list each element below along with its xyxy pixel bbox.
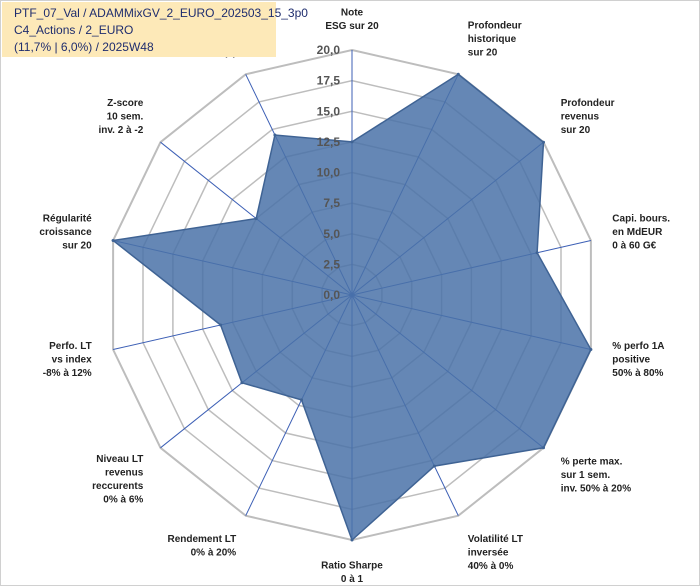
axis-label-line: Régularité: [43, 213, 92, 224]
label-layer: Note ESG sur 20 Profondeur historique sur 20…: [39, 8, 670, 586]
portfolio-name: PTF_07_Val / ADAMMixGV_2_EURO_202503_15_…: [14, 6, 308, 20]
axis-label-line: Rendement LT: [167, 534, 236, 545]
tick-label: 2,5: [323, 257, 340, 271]
axis-label-line: Perfo. LT: [49, 341, 92, 352]
axis-label-line: historique: [468, 34, 517, 45]
portfolio-stats: (11,7% | 6,0%) / 2025W48: [14, 40, 154, 54]
series-area: [111, 73, 592, 542]
axis-label-line: -8% à 12%: [43, 368, 92, 379]
axis-label-line: % perte max.: [561, 456, 623, 467]
axis-label-line: Profondeur: [468, 20, 522, 31]
axis-label: % perte max. sur 1 sem. inv. 50% à 20%: [561, 456, 632, 494]
axis-label: Niveau LT revenus reccurents 0% à 6%: [92, 454, 144, 506]
data-point: [535, 251, 539, 255]
data-point: [273, 133, 277, 137]
tick-label: 10,0: [317, 166, 341, 180]
axis-label-line: Niveau LT: [96, 454, 143, 465]
data-point: [111, 239, 115, 242]
data-point: [432, 464, 436, 468]
axis-label: Note ESG sur 20: [325, 8, 379, 33]
series-layer: [111, 72, 593, 542]
axis-label-line: inv. 50% à 20%: [561, 483, 632, 494]
axis-label-line: 0% à 20%: [191, 548, 237, 559]
tick-label: 7,5: [323, 196, 340, 210]
axis-label-line: Volatilité LT: [468, 534, 523, 545]
axis-label: Profondeur historique sur 20: [468, 20, 522, 58]
axis-label: Z-score 10 sem. inv. 2 à -2: [98, 98, 143, 136]
tick-layer: 0,0 2,5 5,0 7,5 10,0 12,5 15,0 17,5 20,0: [317, 43, 341, 302]
axis-label-line: 50% à 80%: [612, 368, 663, 379]
axis-label-line: reccurents: [92, 481, 144, 492]
axis-label-line: Z-score: [107, 98, 144, 109]
data-point: [542, 446, 545, 450]
data-point: [300, 398, 303, 402]
axis-label-line: sur 20: [561, 125, 591, 136]
axis-label-line: inv. 2 à -2: [98, 125, 143, 136]
axis-label-line: sur 20: [468, 47, 498, 58]
data-point: [219, 323, 223, 327]
axis-label: Rendement LT 0% à 20%: [167, 534, 236, 559]
tick-label: 20,0: [317, 43, 341, 57]
axis-label-line: 0 à 1: [341, 574, 364, 585]
tick-label: 5,0: [323, 227, 340, 241]
axis-label: Perfo. LT vs index -8% à 12%: [43, 341, 92, 379]
axis-label-line: inversée: [468, 548, 509, 559]
axis-label: Volatilité LT inversée 40% à 0%: [468, 534, 523, 572]
axis-label-line: 0 à 60 G€: [612, 240, 656, 251]
axis-label: Profondeur revenus sur 20: [561, 98, 615, 136]
data-point: [589, 348, 593, 351]
data-point: [542, 140, 545, 144]
axis-label-line: sur 20: [62, 240, 92, 251]
axis-label-line: revenus: [105, 467, 144, 478]
axis-label-line: 40% à 0%: [468, 561, 514, 572]
axis-label-line: Ratio Sharpe: [321, 561, 383, 572]
axis-label-line: Capi. bours.: [612, 213, 670, 224]
axis-label: Ratio Sharpe 0 à 1: [321, 561, 383, 586]
data-point: [350, 538, 354, 542]
axis-label-line: positive: [612, 355, 650, 366]
data-point: [350, 140, 354, 144]
axis-label-line: 10 sem.: [107, 112, 144, 123]
axis-label: Régularité croissance sur 20: [39, 213, 92, 251]
axis-label-line: vs index: [52, 355, 92, 366]
axis-label-line: croissance: [39, 227, 92, 238]
data-point: [240, 381, 244, 385]
tick-label: 15,0: [317, 104, 341, 118]
axis-label-line: ESG sur 20: [325, 21, 379, 32]
axis-label-line: en MdEUR: [612, 227, 663, 238]
axis-label: Capi. bours. en MdEUR 0 à 60 G€: [612, 213, 670, 251]
data-point: [456, 72, 460, 76]
data-point: [254, 217, 258, 221]
axis-label-line: 0% à 6%: [103, 494, 143, 505]
axis-label-line: revenus: [561, 112, 600, 123]
tick-label: 0,0: [323, 288, 340, 302]
axis-label: % perfo 1A positive 50% à 80%: [612, 341, 664, 379]
portfolio-category: C4_Actions / 2_EURO: [14, 23, 134, 37]
axis-label-line: % perfo 1A: [612, 341, 664, 352]
axis-label-line: Profondeur: [561, 98, 615, 109]
axis-label-line: sur 1 sem.: [561, 470, 611, 481]
tick-label: 17,5: [317, 74, 341, 88]
tick-label: 12,5: [317, 135, 341, 149]
portfolio-header: PTF_07_Val / ADAMMixGV_2_EURO_202503_15_…: [2, 2, 308, 57]
axis-label-line: Note: [341, 8, 364, 19]
